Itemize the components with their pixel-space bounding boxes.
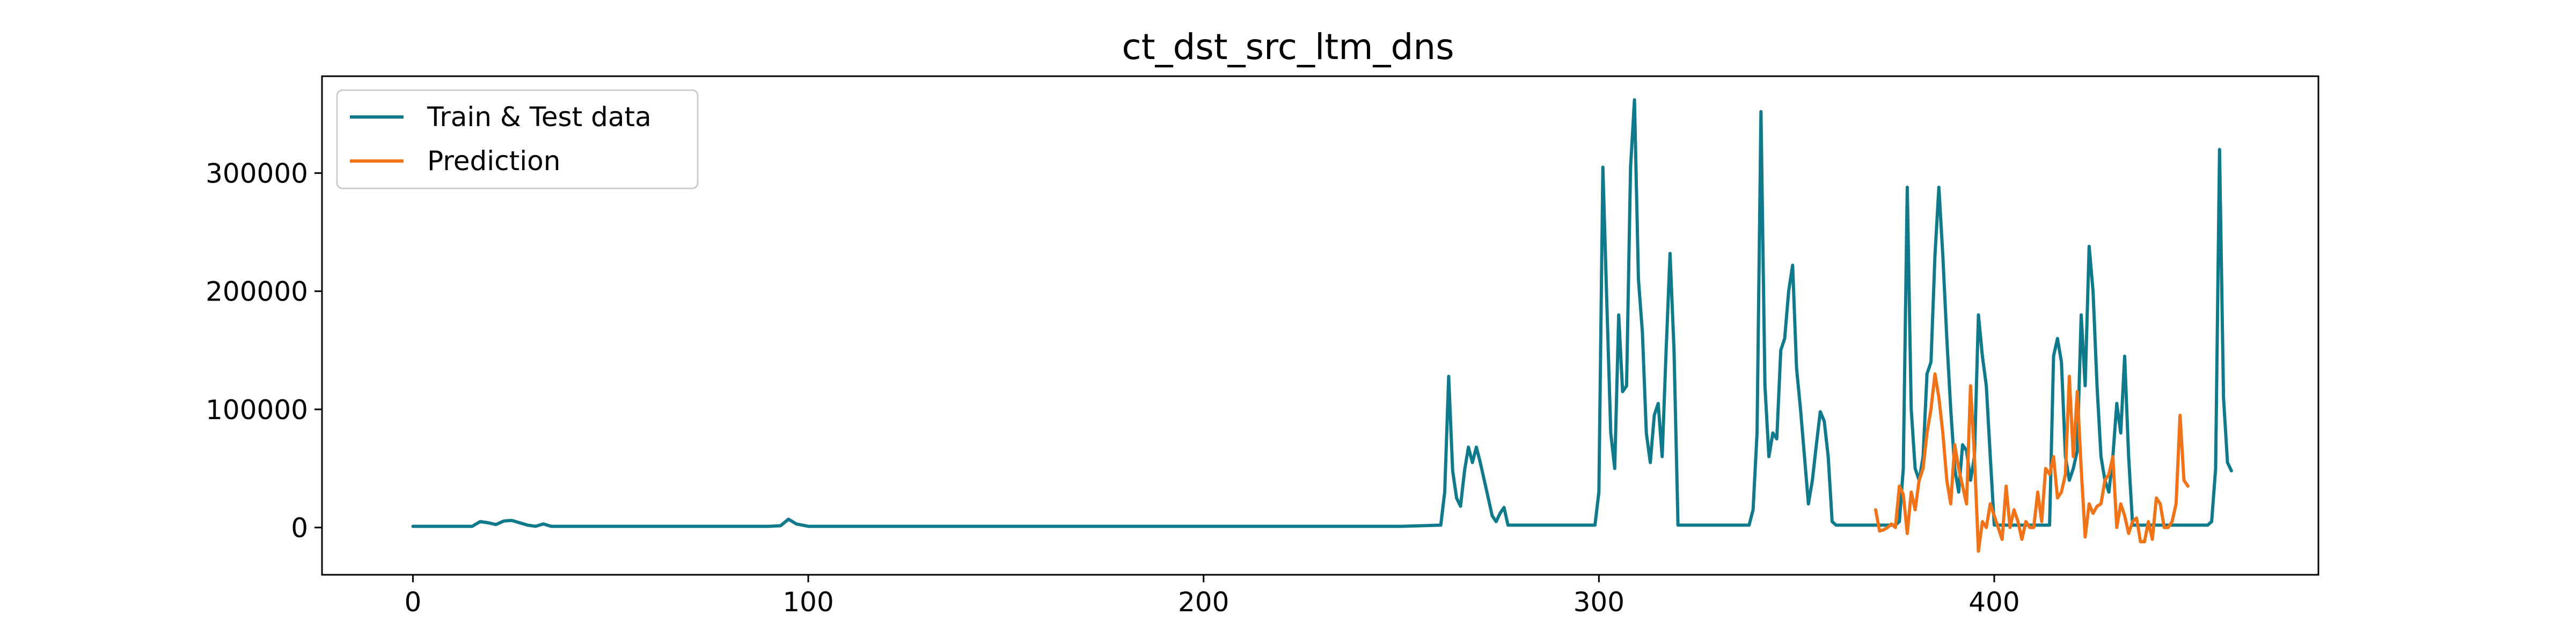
series-line-0 [411,98,2233,528]
legend-box [336,89,699,189]
y-axis: 0 100000 200000 300000 [206,158,322,544]
series-line-1 [1874,372,2190,553]
legend-label: Train & Test data [427,101,652,133]
y-tick-label: 300000 [206,158,308,189]
y-tick-label: 100000 [206,394,308,426]
x-tick-label: 300 [1574,587,1624,618]
legend-label: Prediction [427,145,560,177]
plot-area-frame [321,75,2319,576]
x-tick-label: 0 [405,587,422,618]
chart-title: ct_dst_src_ltm_dns [1122,26,1454,68]
y-tick-label: 200000 [206,276,308,308]
x-tick-label: 400 [1968,587,2019,618]
series-layer [411,98,2233,553]
x-tick-label: 100 [782,587,833,618]
x-axis: 0 100 200 300 400 [405,575,2020,618]
x-tick-label: 200 [1178,587,1229,618]
legend: Train & Test data Prediction [336,89,699,189]
y-tick-label: 0 [291,513,308,544]
